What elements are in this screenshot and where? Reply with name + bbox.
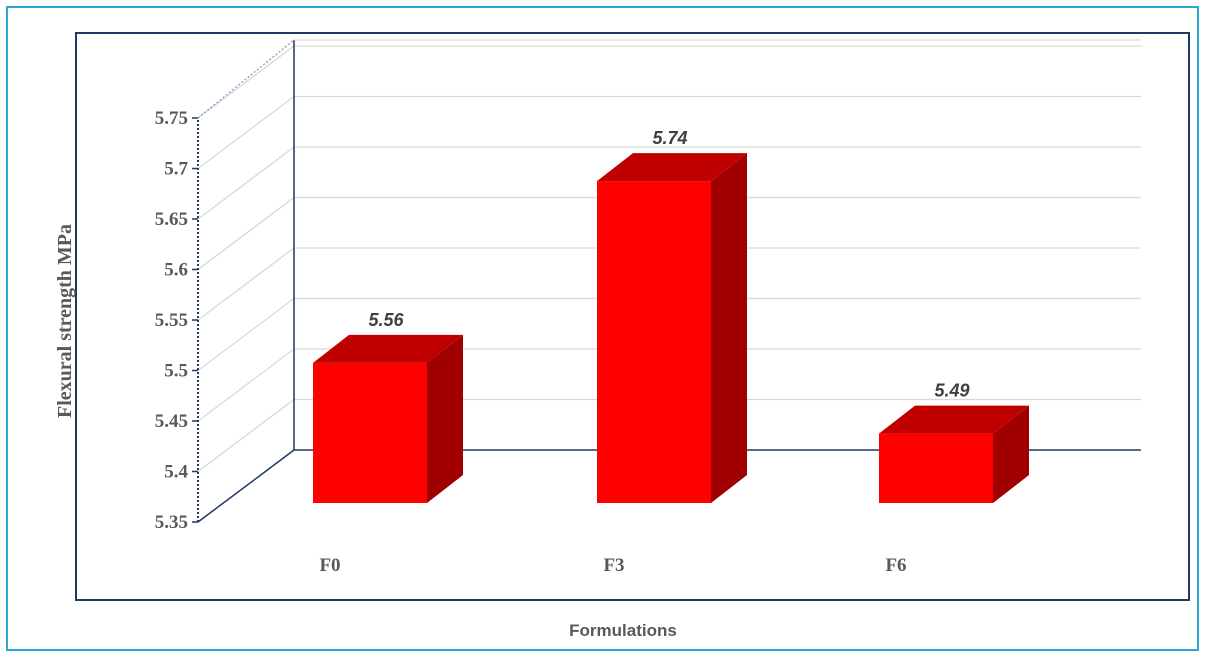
x-tick-label-F0: F0 [319,555,340,576]
y-tick-label: 5.55 [155,310,188,331]
bar-side-face [993,405,1029,503]
y-axis-title: Flexural strength MPa [54,224,76,418]
y-tick-labels: 5.35 5.4 5.45 5.5 5.55 5.6 5.65 5.7 5.75 [155,108,189,533]
x-category-labels: F0 F3 F6 [319,555,906,576]
gridline-side [197,297,295,372]
gridline-side [197,146,295,220]
bar-front-face [879,433,993,503]
y-tick-label: 5.7 [164,159,188,180]
data-label-F3: 5.74 [652,128,687,148]
data-label-F6: 5.49 [934,381,969,401]
bar-side-face [427,334,463,503]
x-tick-label-F6: F6 [885,555,906,576]
data-labels: 5.56 5.74 5.49 [368,128,969,401]
plot-area-border [75,32,1190,601]
x-tick-label-F3: F3 [603,555,624,576]
bar-top-face [313,334,463,363]
gridline-side [197,95,295,170]
floor-side-edge [197,449,295,523]
gridline-side [197,247,295,321]
y-tick-label: 5.4 [164,462,188,483]
y-tick-label: 5.45 [155,411,188,432]
gridline-side [197,348,295,422]
x-axis-title: Formulations [569,621,677,640]
bars [313,153,1029,503]
bar-F3 [597,153,747,503]
side-wall-top [197,39,295,119]
gridline-side [197,196,295,271]
gridline-side [197,45,295,119]
bar-side-face [711,153,747,503]
bar-front-face [597,181,711,503]
bar-F0 [313,334,463,503]
y-tick-label: 5.75 [155,108,188,129]
y-tick-label: 5.35 [155,512,188,533]
gridline-side [197,398,295,473]
data-label-F0: 5.56 [368,310,404,330]
y-tick-label: 5.5 [164,361,188,382]
y-tick-label: 5.6 [164,260,188,281]
y-tick-label: 5.65 [155,209,188,230]
bar-front-face [313,362,427,503]
flexural-strength-chart: 5.35 5.4 5.45 5.5 5.55 5.6 5.65 5.7 5.75 5.56 5.7… [54,32,1190,640]
figure-frame: 5.35 5.4 5.45 5.5 5.55 5.6 5.65 5.7 5.75 5.56 5.7… [6,6,1199,651]
bar-top-face [879,405,1029,434]
bar-F6 [879,405,1029,503]
bar-top-face [597,153,747,182]
